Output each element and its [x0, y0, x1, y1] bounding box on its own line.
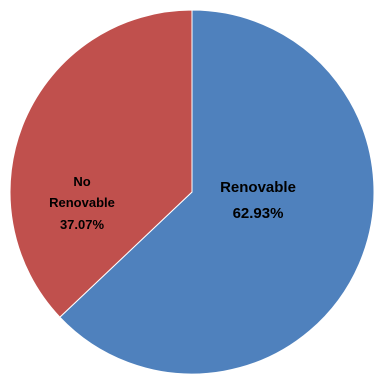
- slice-label-no-renovable-line2: Renovable: [49, 195, 115, 210]
- slice-label-no-renovable-line1: No: [73, 174, 90, 189]
- slice-label-renovable-pct: 62.93%: [233, 205, 284, 222]
- pie-slice-renovable: [59, 9, 375, 375]
- pie-slices: [9, 9, 375, 375]
- slice-label-renovable-name: Renovable: [220, 179, 296, 196]
- slice-label-no-renovable-pct: 37.07%: [60, 217, 105, 232]
- pie-slice-no-renovable: [9, 9, 193, 318]
